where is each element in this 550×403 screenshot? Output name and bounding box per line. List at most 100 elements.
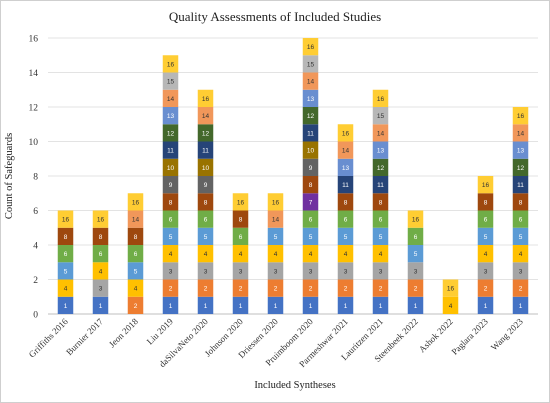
bar-segment — [57, 296, 74, 314]
bar-segment — [337, 245, 354, 263]
bar-segment — [302, 124, 319, 142]
bar-segment — [372, 193, 389, 211]
y-tick-label: 4 — [33, 242, 38, 252]
bar-segment — [302, 38, 319, 56]
segment-label: 4 — [449, 303, 453, 310]
gridlines — [48, 37, 538, 315]
bar-segment — [337, 227, 354, 245]
bar-segment — [162, 176, 179, 194]
bar-segment — [512, 193, 529, 211]
segment-label: 4 — [379, 251, 383, 258]
bar-segment — [407, 227, 424, 245]
segment-label: 6 — [99, 251, 103, 258]
segment-label: 3 — [379, 268, 383, 275]
bar-segment — [512, 245, 529, 263]
bar-segment — [407, 296, 424, 314]
bar-segment — [162, 193, 179, 211]
segment-label: 8 — [99, 234, 103, 241]
bar-segment — [407, 245, 424, 263]
bar-segment — [162, 158, 179, 176]
segment-label: 8 — [484, 199, 488, 206]
segment-label: 16 — [447, 286, 455, 293]
y-axis-label: Count of Safeguards — [4, 133, 15, 219]
bar-segment — [127, 210, 144, 228]
bar-segment — [57, 262, 74, 280]
segment-label: 2 — [239, 286, 243, 293]
x-category-label: Griffiths 2016 — [27, 316, 71, 360]
segment-label: 16 — [62, 217, 70, 224]
bar-segment — [302, 158, 319, 176]
bar-segment — [197, 279, 214, 297]
y-tick-label: 14 — [29, 69, 39, 79]
bar-segment — [477, 227, 494, 245]
bar-segment — [127, 279, 144, 297]
segment-label: 16 — [342, 130, 350, 137]
bar-segment — [372, 210, 389, 228]
bar-segment — [162, 262, 179, 280]
bar-segment — [512, 158, 529, 176]
bar-segment — [442, 279, 459, 297]
segment-label: 3 — [519, 268, 523, 275]
bar-segment — [57, 210, 74, 228]
bar-segment — [302, 227, 319, 245]
segment-label: 1 — [274, 303, 278, 310]
segment-label: 14 — [377, 130, 385, 137]
segment-label: 1 — [519, 303, 523, 310]
bar-segment — [197, 124, 214, 142]
segment-label: 8 — [309, 182, 313, 189]
bar-segment — [197, 227, 214, 245]
segment-label: 1 — [169, 303, 173, 310]
bar-segment — [127, 227, 144, 245]
segment-label: 1 — [309, 303, 313, 310]
bar-segment — [302, 176, 319, 194]
segment-label: 3 — [309, 268, 313, 275]
segment-label: 5 — [379, 234, 383, 241]
segment-label: 4 — [344, 251, 348, 258]
segment-label: 5 — [204, 234, 208, 241]
bar-segment — [337, 296, 354, 314]
segment-label: 3 — [204, 268, 208, 275]
bar-segment — [127, 262, 144, 280]
segment-label: 2 — [379, 286, 383, 293]
segment-label: 2 — [309, 286, 313, 293]
bar-segment — [372, 296, 389, 314]
segment-label: 16 — [272, 199, 280, 206]
segment-label: 3 — [169, 268, 173, 275]
segment-label: 5 — [414, 251, 418, 258]
segment-label: 8 — [239, 217, 243, 224]
bar-segment — [197, 89, 214, 107]
bar-segment — [372, 107, 389, 125]
bar-segment — [267, 193, 284, 211]
bar-segment — [512, 141, 529, 159]
segment-label: 4 — [239, 251, 243, 258]
bar-burnier-2017: 1 3 4 6 8 16 — [92, 210, 109, 314]
segment-label: 3 — [484, 268, 488, 275]
segment-label: 15 — [167, 79, 175, 86]
segment-label: 2 — [169, 286, 173, 293]
segment-label: 14 — [202, 113, 210, 120]
segment-label: 7 — [309, 199, 313, 206]
segment-label: 9 — [169, 182, 173, 189]
bar-segment — [477, 210, 494, 228]
segment-label: 1 — [344, 303, 348, 310]
bar-segment — [197, 107, 214, 125]
bar-segment — [337, 210, 354, 228]
segment-label: 8 — [204, 199, 208, 206]
segment-label: 16 — [412, 217, 420, 224]
segment-label: 11 — [202, 148, 209, 155]
x-category-label: Liu 2019 — [145, 316, 176, 347]
bar-segment — [162, 89, 179, 107]
bar-segment — [302, 107, 319, 125]
bar-segment — [302, 193, 319, 211]
segment-label: 5 — [519, 234, 523, 241]
segment-label: 2 — [484, 286, 488, 293]
segment-label: 14 — [517, 130, 525, 137]
bar-segment — [337, 193, 354, 211]
bar-segment — [92, 245, 109, 263]
segment-label: 10 — [167, 165, 175, 172]
x-category-label: Burnier 2017 — [64, 316, 105, 357]
segment-label: 14 — [132, 217, 140, 224]
segment-label: 12 — [167, 130, 175, 137]
